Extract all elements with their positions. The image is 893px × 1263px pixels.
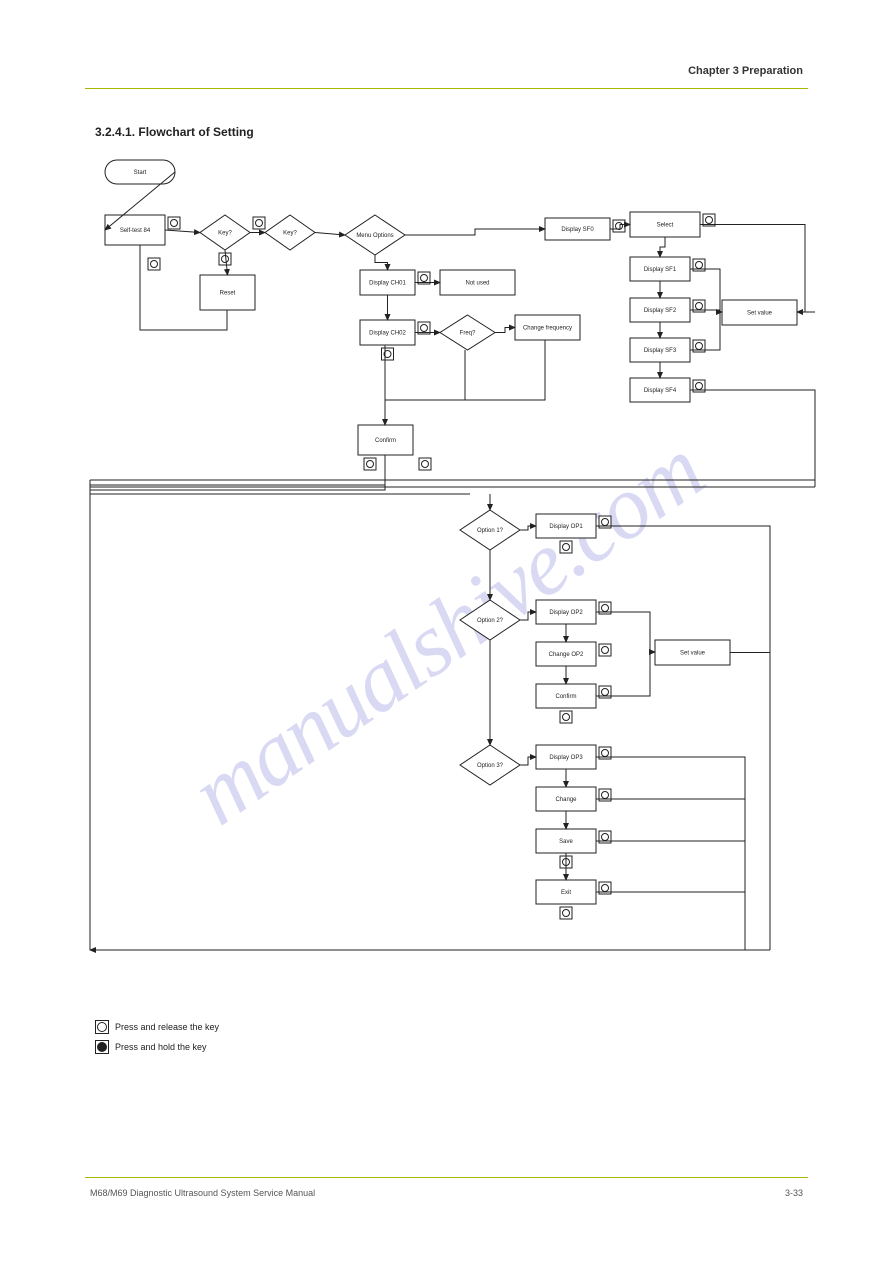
svg-text:Key?: Key?	[283, 231, 297, 237]
flowchart-canvas: Start Self-test 84 Key? Key? Menu Options Res…	[0, 0, 893, 1263]
svg-text:Display CH01: Display CH01	[369, 281, 406, 287]
svg-text:Display SF2: Display SF2	[644, 308, 677, 314]
svg-text:Change: Change	[555, 797, 577, 803]
svg-text:Menu Options: Menu Options	[356, 233, 393, 239]
svg-text:Not used: Not used	[465, 281, 489, 287]
svg-text:Display SF3: Display SF3	[644, 348, 677, 354]
legend-closed-text: Press and hold the key	[115, 1042, 207, 1052]
svg-text:Reset: Reset	[220, 291, 236, 297]
svg-text:Display OP1: Display OP1	[549, 524, 583, 530]
legend-open-icon	[95, 1020, 109, 1034]
svg-text:Confirm: Confirm	[555, 694, 576, 700]
svg-text:Freq?: Freq?	[460, 331, 476, 337]
svg-text:Start: Start	[134, 170, 147, 176]
svg-text:Set value: Set value	[747, 311, 773, 317]
legend-closed-icon	[95, 1040, 109, 1054]
svg-text:Key?: Key?	[218, 231, 232, 237]
page: Chapter 3 Preparation M68/M69 Diagnostic…	[0, 0, 893, 1263]
svg-text:Display SF4: Display SF4	[644, 388, 677, 394]
svg-text:Change frequency: Change frequency	[523, 326, 572, 332]
svg-text:Display OP3: Display OP3	[549, 755, 583, 761]
svg-text:Option 2?: Option 2?	[477, 618, 504, 624]
svg-text:Exit: Exit	[561, 890, 571, 896]
svg-text:Set value: Set value	[680, 651, 706, 657]
svg-text:Self-test 84: Self-test 84	[120, 228, 151, 234]
svg-text:Change OP2: Change OP2	[549, 652, 584, 658]
legend-open-text: Press and release the key	[115, 1022, 219, 1032]
svg-text:Display CH02: Display CH02	[369, 331, 406, 337]
svg-text:Select: Select	[657, 223, 674, 229]
svg-text:Display OP2: Display OP2	[549, 610, 583, 616]
svg-text:Confirm: Confirm	[375, 438, 396, 444]
svg-text:Display SF0: Display SF0	[561, 227, 594, 233]
svg-text:Option 1?: Option 1?	[477, 528, 504, 534]
svg-text:Option 3?: Option 3?	[477, 763, 504, 769]
svg-text:Save: Save	[559, 839, 573, 845]
svg-text:Display SF1: Display SF1	[644, 267, 677, 273]
